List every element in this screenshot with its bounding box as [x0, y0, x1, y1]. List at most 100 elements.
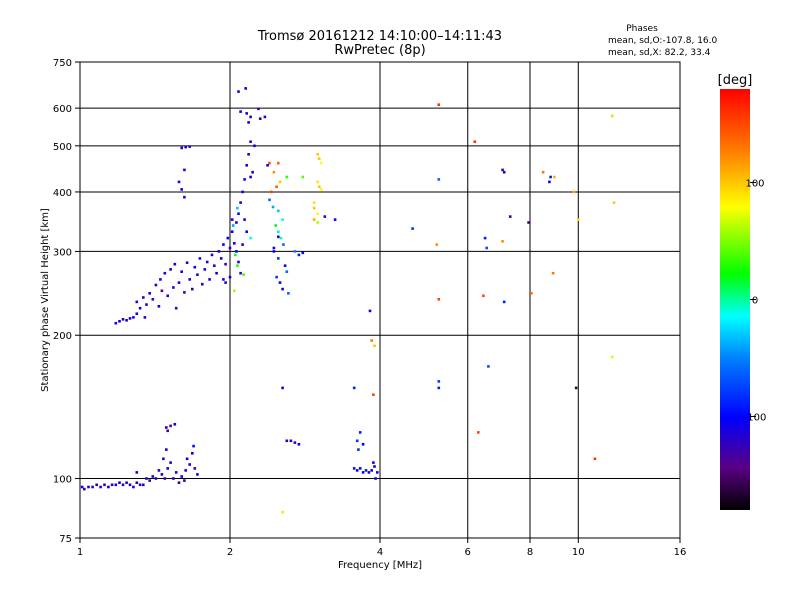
data-point — [358, 467, 362, 470]
data-point — [135, 481, 139, 484]
data-point — [142, 483, 145, 487]
data-point — [132, 485, 135, 489]
data-point — [352, 386, 356, 390]
y-tick-label: 400 — [53, 188, 72, 199]
y-tick-label: 500 — [53, 142, 72, 153]
colorbar-label: [deg] — [718, 73, 753, 88]
data-point — [249, 175, 252, 179]
data-point — [257, 107, 260, 111]
x-tick-label: 10 — [572, 547, 585, 558]
data-point — [277, 161, 280, 165]
data-point — [110, 483, 114, 487]
data-point — [247, 121, 250, 124]
y-axis-label: Stationary phase Virtual Height [km] — [40, 208, 51, 392]
data-point — [278, 180, 282, 184]
data-point — [148, 292, 151, 295]
data-point — [222, 243, 225, 246]
data-point — [191, 287, 194, 291]
data-point — [237, 90, 240, 93]
data-point — [263, 115, 267, 119]
data-point — [121, 318, 125, 321]
data-point — [103, 483, 106, 487]
data-point — [287, 292, 290, 295]
data-point — [233, 242, 236, 245]
data-point — [437, 298, 441, 301]
data-point — [277, 235, 280, 239]
data-point — [352, 467, 356, 470]
point-cluster — [301, 153, 337, 224]
data-point — [160, 473, 164, 476]
data-point — [165, 448, 168, 451]
data-point — [183, 479, 186, 482]
data-point — [368, 309, 372, 313]
data-point — [361, 443, 365, 446]
data-point — [312, 218, 316, 221]
colorbar-ticks: 100 0 -100 — [744, 179, 767, 424]
data-point — [159, 278, 162, 281]
data-point — [166, 467, 169, 470]
data-point — [107, 485, 110, 489]
data-point — [183, 291, 186, 294]
data-point — [203, 268, 207, 271]
data-point — [224, 281, 227, 284]
data-point — [237, 212, 240, 215]
data-point — [163, 271, 167, 275]
data-point — [143, 316, 147, 319]
data-point — [239, 201, 242, 204]
x-axis-label: Frequency [MHz] — [338, 560, 422, 571]
data-point — [373, 465, 376, 468]
data-point — [87, 485, 90, 489]
data-point — [527, 221, 530, 224]
data-point — [270, 190, 273, 194]
data-point — [208, 278, 211, 281]
data-point — [272, 250, 276, 253]
data-point — [230, 230, 234, 233]
data-point — [118, 481, 121, 484]
data-point — [173, 262, 177, 266]
data-point — [233, 289, 236, 293]
data-point — [577, 218, 580, 221]
data-point — [501, 240, 504, 243]
data-point — [316, 212, 319, 215]
data-point — [183, 195, 186, 199]
data-point — [473, 140, 477, 143]
data-point — [282, 243, 285, 246]
data-point — [193, 467, 197, 470]
data-point — [198, 257, 202, 260]
data-point — [135, 312, 139, 315]
data-point — [154, 283, 158, 287]
data-point — [572, 190, 576, 194]
y-tick-label: 750 — [53, 58, 72, 69]
data-point — [145, 477, 148, 480]
data-point — [285, 439, 289, 443]
data-point — [193, 265, 197, 269]
data-point — [278, 281, 282, 284]
data-point — [91, 485, 94, 489]
data-point — [132, 316, 135, 319]
data-point — [185, 261, 189, 264]
data-point — [477, 431, 480, 434]
data-point — [358, 431, 362, 434]
data-point — [611, 355, 614, 359]
data-point — [188, 145, 191, 148]
data-point — [121, 483, 125, 487]
x-tick-label: 4 — [377, 547, 383, 558]
data-point — [234, 253, 237, 257]
data-point — [245, 164, 248, 167]
data-point — [80, 485, 84, 489]
data-point — [215, 271, 218, 275]
data-point — [548, 180, 551, 184]
x-tick-label: 1 — [77, 547, 83, 558]
data-point — [165, 426, 168, 429]
point-cluster — [177, 87, 267, 199]
data-point — [541, 170, 545, 174]
data-point — [173, 423, 177, 426]
data-point — [279, 236, 283, 240]
data-point — [172, 286, 175, 289]
data-point — [166, 429, 169, 433]
data-point — [224, 262, 227, 266]
data-point — [125, 481, 128, 484]
data-point — [317, 185, 321, 189]
